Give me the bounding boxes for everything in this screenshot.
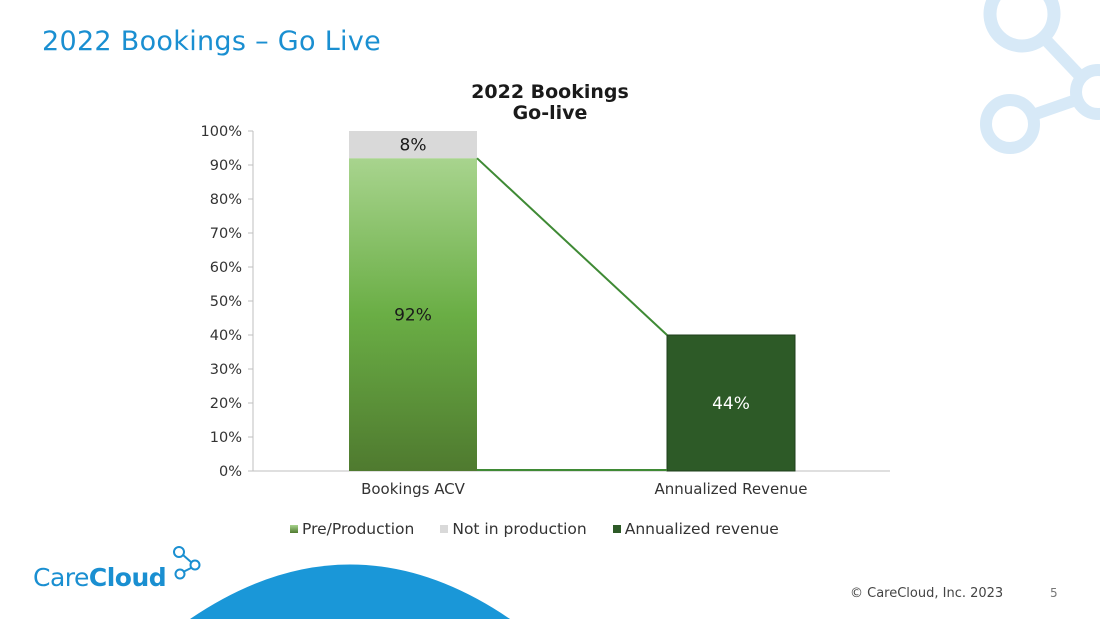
- legend-item-annualized-revenue: Annualized revenue: [612, 520, 779, 538]
- molecule-decoration-icon: [980, 0, 1100, 154]
- copyright-text: © CareCloud, Inc. 2023: [850, 586, 1004, 601]
- legend-label-not-in-production: Not in production: [452, 520, 587, 538]
- connector-line-top: [476, 157, 668, 336]
- y-tick-label: 30%: [210, 362, 242, 378]
- bar-pre-production: [349, 158, 477, 471]
- page-title: 2022 Bookings – Go Live: [42, 26, 382, 57]
- legend-swatch-annualized-revenue: [612, 525, 621, 533]
- y-tick-label: 90%: [210, 158, 242, 174]
- chart-legend: Pre/Production Not in production Annuali…: [290, 518, 779, 540]
- x-category-label: Annualized Revenue: [654, 480, 807, 498]
- legend-swatch-pre-production: [290, 525, 298, 533]
- logo-wordmark: CareCloud: [33, 563, 167, 592]
- y-tick-label: 80%: [210, 192, 242, 208]
- legend-item-pre-production: Pre/Production: [290, 520, 414, 538]
- bar-not-in-production: [349, 131, 477, 159]
- page-number: 5: [1050, 586, 1058, 600]
- y-tick-label: 20%: [210, 396, 242, 412]
- data-label: 44%: [712, 394, 750, 414]
- legend-label-annualized-revenue: Annualized revenue: [624, 520, 779, 538]
- data-label: 8%: [400, 136, 427, 156]
- y-tick-label: 10%: [210, 430, 242, 446]
- chart-title-line-2: Go-live: [512, 102, 588, 124]
- blue-arc-decoration: [190, 564, 510, 619]
- carecloud-logo: CareCloud: [33, 545, 213, 595]
- y-tick-label: 70%: [210, 226, 242, 242]
- data-label: 92%: [394, 306, 432, 326]
- legend-item-not-in-production: Not in production: [440, 520, 587, 538]
- y-tick-label: 60%: [210, 260, 242, 276]
- logo-text-care: Care: [33, 563, 89, 592]
- logo-molecule-icon: [173, 546, 201, 580]
- chart-title-line-1: 2022 Bookings: [471, 81, 629, 103]
- x-category-label: Bookings ACV: [361, 480, 466, 498]
- logo-text-cloud: Cloud: [88, 563, 167, 592]
- chart-title: 2022 Bookings Go-live: [430, 82, 670, 124]
- legend-label-pre-production: Pre/Production: [302, 520, 415, 538]
- legend-swatch-not-in-production: [440, 525, 449, 533]
- bar-annualized-revenue: [666, 334, 796, 472]
- y-tick-label: 0%: [219, 464, 242, 480]
- y-tick-label: 50%: [210, 294, 242, 310]
- y-tick-label: 100%: [201, 124, 242, 140]
- y-tick-label: 40%: [210, 328, 242, 344]
